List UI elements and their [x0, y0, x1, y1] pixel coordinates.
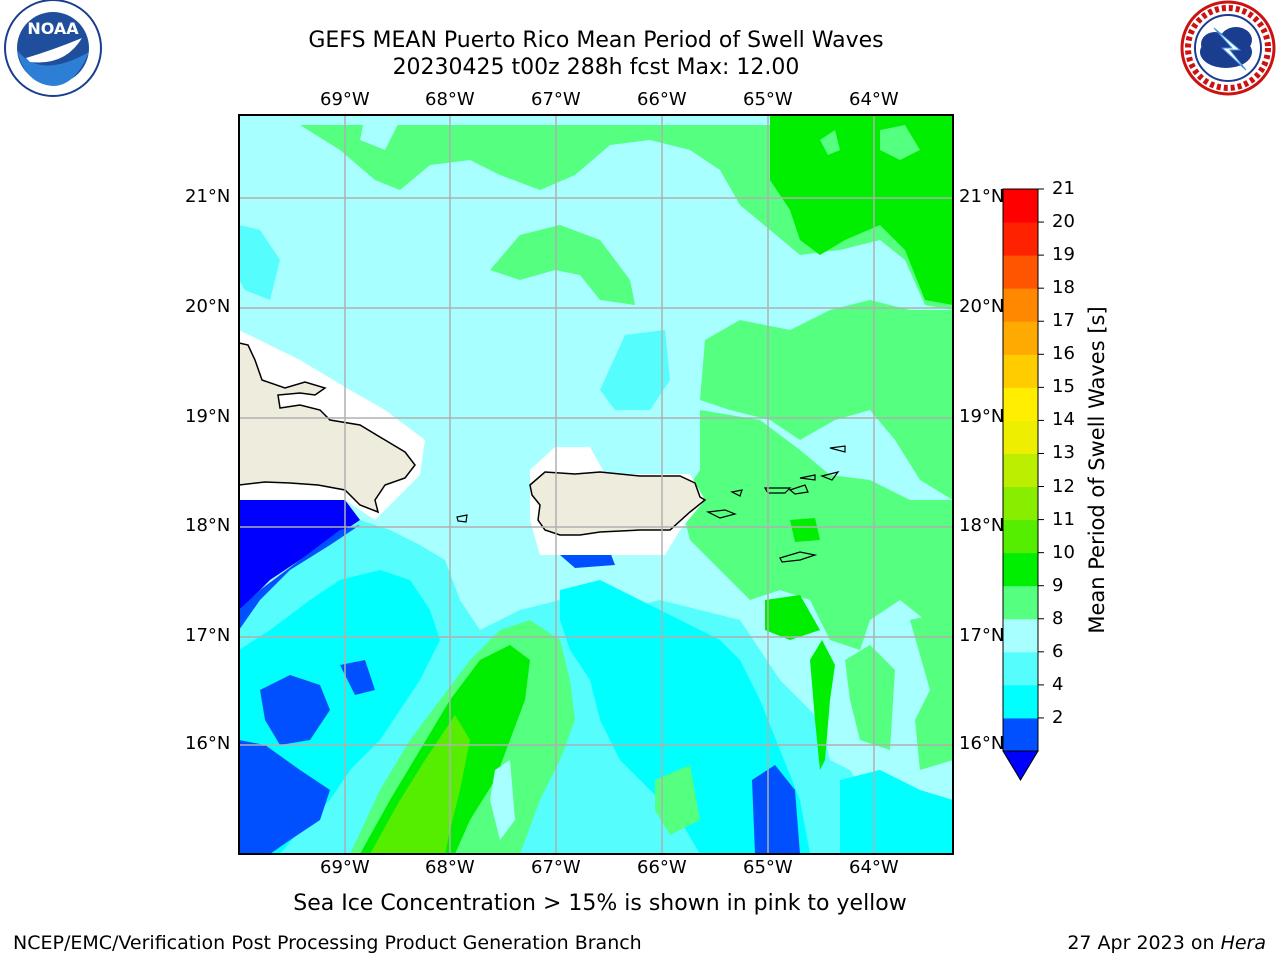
colorbar-segment [1003, 321, 1038, 355]
colorbar-tick-label: 6 [1052, 640, 1064, 662]
footer-machine: Hera [1220, 932, 1266, 954]
nws-logo [1180, 0, 1276, 96]
colorbar-tick-label: 16 [1052, 343, 1075, 365]
colorbar-tick-label: 13 [1052, 442, 1075, 464]
lon-tick-top: 68°W [425, 89, 475, 110]
lat-tick-right: 17°N [959, 625, 1005, 646]
lon-tick-top: 65°W [743, 89, 793, 110]
noaa-logo-text: NOAA [27, 19, 79, 38]
colorbar-segment [1003, 354, 1038, 388]
footer-date: 27 Apr 2023 on Hera [1067, 932, 1266, 954]
colorbar-segment [1003, 222, 1038, 256]
colorbar-tick-label: 2 [1052, 706, 1064, 728]
colorbar-segment [1003, 486, 1038, 521]
hispaniola-land [239, 342, 416, 514]
map-frame [238, 114, 954, 855]
lat-tick-right: 20°N [959, 296, 1005, 317]
lon-tick-bottom: 68°W [425, 857, 475, 878]
colorbar-segment [1003, 420, 1038, 454]
colorbar-segment [1003, 387, 1038, 421]
lon-tick-top: 67°W [531, 89, 581, 110]
lat-tick-left: 18°N [185, 515, 231, 536]
footer-credit: NCEP/EMC/Verification Post Processing Pr… [13, 932, 642, 954]
colorbar-tick-label: 9 [1052, 574, 1064, 596]
lat-tick-left: 17°N [185, 625, 231, 646]
colorbar-tick-label: 17 [1052, 310, 1075, 332]
colorbar-segment [1003, 618, 1038, 653]
colorbar-segment [1003, 717, 1038, 752]
map-title: GEFS MEAN Puerto Rico Mean Period of Swe… [308, 28, 884, 53]
lat-tick-left: 21°N [185, 186, 231, 207]
colorbar-tick-label: 14 [1052, 409, 1075, 431]
lon-tick-bottom: 65°W [743, 857, 793, 878]
colorbar-segment [1003, 453, 1038, 488]
lon-tick-top: 64°W [849, 89, 899, 110]
noaa-logo: NOAA [4, 0, 102, 97]
colorbar-tick-label: 10 [1052, 541, 1075, 563]
contour-band-10-11 [770, 115, 953, 305]
colorbar-segment [1003, 519, 1038, 554]
colorbar-segment [1003, 552, 1038, 587]
lon-tick-top: 66°W [637, 89, 687, 110]
lon-tick-bottom: 66°W [637, 857, 687, 878]
lat-tick-right: 16°N [959, 733, 1005, 754]
colorbar-tick-label: 20 [1052, 211, 1075, 233]
map-subtitle: 20230425 t00z 288h fcst Max: 12.00 [392, 55, 800, 80]
colorbar-tick-label: 19 [1052, 244, 1075, 266]
colorbar-tick-label: 21 [1052, 178, 1075, 199]
sea-ice-caption: Sea Ice Concentration > 15% is shown in … [293, 891, 907, 916]
lon-tick-top: 69°W [320, 89, 370, 110]
lat-tick-left: 20°N [185, 296, 231, 317]
colorbar-segment [1003, 585, 1038, 620]
colorbar-label: Mean Period of Swell Waves [s] [1085, 306, 1109, 634]
colorbar-frame [1002, 188, 1039, 752]
colorbar-tick-label: 18 [1052, 277, 1075, 299]
colorbar-extend-triangle [1002, 750, 1039, 781]
colorbar-tick-label: 12 [1052, 475, 1075, 497]
lon-tick-bottom: 67°W [531, 857, 581, 878]
colorbar-tick-label: 15 [1052, 376, 1075, 398]
lat-tick-right: 21°N [959, 186, 1005, 207]
contour-band-6-8 [239, 225, 280, 300]
lon-tick-bottom: 69°W [320, 857, 370, 878]
map-grid [239, 115, 953, 854]
lat-tick-left: 16°N [185, 733, 231, 754]
lat-tick-left: 19°N [185, 406, 231, 427]
colorbar-segment [1003, 651, 1038, 686]
lat-tick-right: 18°N [959, 515, 1005, 536]
colorbar-tick-label: 8 [1052, 607, 1064, 629]
lat-tick-right: 19°N [959, 406, 1005, 427]
colorbar-segment [1003, 189, 1038, 223]
colorbar-segment [1003, 255, 1038, 289]
colorbar-segment [1003, 288, 1038, 322]
contour-band-11-12 [370, 715, 470, 854]
colorbar-segment [1003, 684, 1038, 719]
colorbar-tick-label: 4 [1052, 673, 1064, 695]
lon-tick-bottom: 64°W [849, 857, 899, 878]
colorbar-tick-label: 11 [1052, 508, 1075, 530]
